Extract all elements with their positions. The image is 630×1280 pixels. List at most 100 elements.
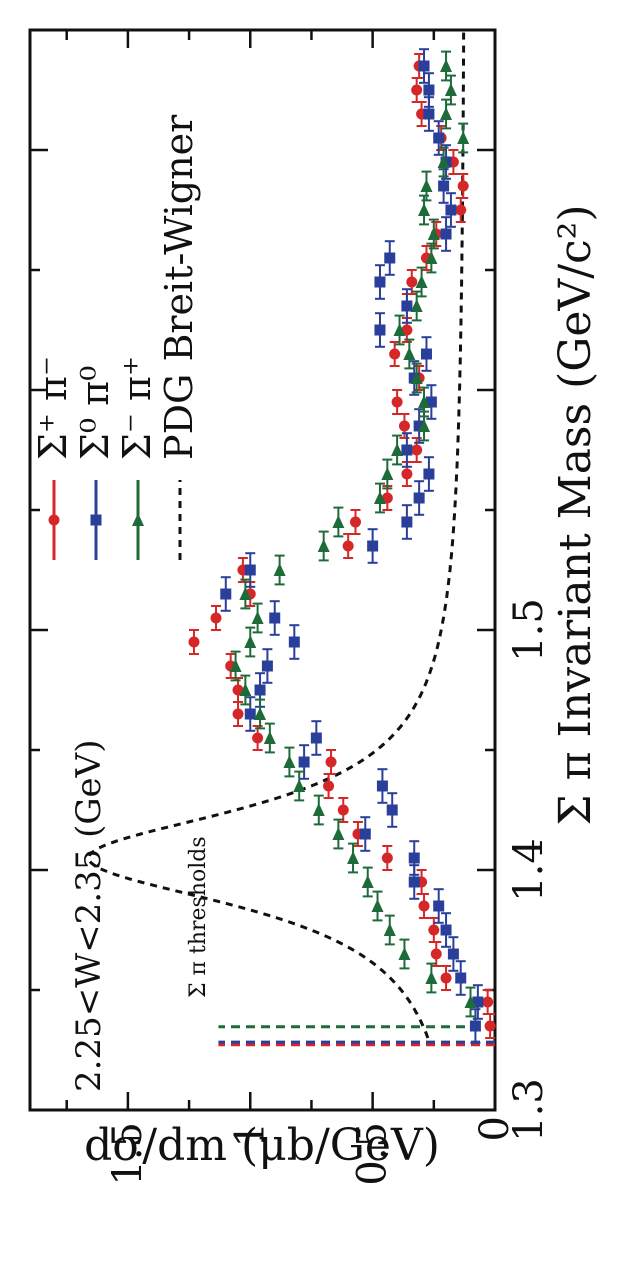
data-point: [229, 659, 242, 672]
data-point: [410, 299, 423, 312]
data-point: [310, 732, 322, 744]
data-point: [437, 155, 450, 168]
data-point: [418, 395, 431, 408]
data-point: [418, 203, 431, 216]
data-point: [244, 564, 256, 576]
data-point: [383, 923, 396, 936]
data-point: [188, 636, 200, 648]
data-point: [48, 514, 60, 526]
legend-entry: Σ⁻ π⁺: [115, 356, 159, 460]
data-point: [254, 684, 266, 696]
data-point: [367, 540, 379, 552]
data-point: [391, 443, 404, 456]
data-point: [288, 636, 300, 648]
data-point: [391, 396, 403, 408]
data-point: [433, 132, 445, 144]
data-point: [337, 804, 349, 816]
plot-frame: [28, 28, 497, 1112]
data-point: [90, 514, 102, 526]
data-point: [261, 660, 273, 672]
data-point: [232, 708, 244, 720]
data-point: [408, 876, 420, 888]
data-point: [425, 396, 437, 408]
data-point: [423, 84, 435, 96]
data-point: [457, 131, 470, 144]
data-point: [403, 347, 416, 360]
thresholds-annotation: Σ π thresholds: [186, 836, 211, 998]
data-point: [384, 252, 396, 264]
data-point: [415, 275, 428, 288]
x-tick-label: 1.5: [506, 598, 552, 662]
data-point: [252, 732, 264, 744]
data-point: [418, 900, 430, 912]
data-point: [445, 204, 457, 216]
data-point: [376, 780, 388, 792]
data-point: [484, 1020, 496, 1032]
breit-wigner-layer: [87, 30, 466, 1039]
y-tick-label: 1.5: [105, 1122, 151, 1186]
data-point: [401, 516, 413, 528]
data-point: [420, 179, 433, 192]
data-point: [455, 204, 467, 216]
legend-entry: Σ⁰ π⁰: [73, 366, 117, 460]
w-range-annotation: 2.25<W<2.35 (GeV): [69, 739, 109, 1092]
y-axis-ticks: [65, 30, 497, 1110]
data-point: [381, 852, 393, 864]
data-point: [371, 899, 384, 912]
data-point: [440, 228, 452, 240]
data-point: [298, 756, 310, 768]
data-point: [438, 180, 450, 192]
rotated-plot-group: 1.3 1.4 1.5 0 0.5 1 1.5 Σ π Invariant Mass (G…: [28, 28, 601, 1186]
data-point: [361, 875, 374, 888]
data-point: [425, 971, 438, 984]
data-points-layer: [188, 48, 496, 1044]
legend-entry: PDG Breit-Wigner: [157, 114, 201, 460]
data-point: [418, 60, 430, 72]
x-axis-title: Σ π Invariant Mass (GeV/c²): [550, 205, 601, 826]
data-point: [359, 828, 371, 840]
data-point: [293, 779, 306, 792]
data-point: [427, 227, 440, 240]
data-point: [420, 348, 432, 360]
data-point: [401, 300, 413, 312]
data-point: [469, 1020, 481, 1032]
data-point: [406, 276, 418, 288]
data-point: [411, 84, 423, 96]
data-point: [342, 540, 354, 552]
data-point: [251, 611, 264, 624]
data-point: [482, 996, 494, 1008]
data-point: [273, 563, 286, 576]
data-point: [312, 803, 325, 816]
data-point: [386, 804, 398, 816]
data-point: [373, 491, 386, 504]
data-point: [423, 468, 435, 480]
data-point: [401, 444, 413, 456]
data-point: [210, 612, 222, 624]
x-tick-label: 1.3: [506, 1078, 552, 1142]
y-axis-tick-labels: 0 0.5 1 1.5: [105, 1116, 518, 1186]
data-point: [440, 924, 452, 936]
data-point: [413, 492, 425, 504]
data-point: [347, 851, 360, 864]
legend-entry: Σ⁺ π⁻: [31, 356, 75, 460]
data-point: [393, 323, 406, 336]
data-point: [263, 731, 276, 744]
data-point: [472, 996, 484, 1008]
data-point: [401, 324, 413, 336]
data-point: [410, 371, 423, 384]
data-point: [325, 756, 337, 768]
data-point: [440, 59, 453, 72]
legend: Σ⁺ π⁻Σ⁰ π⁰Σ⁻ π⁺PDG Breit-Wigner: [31, 114, 201, 560]
y-tick-label: 0: [472, 1116, 518, 1141]
data-point: [440, 107, 453, 120]
data-point: [444, 83, 457, 96]
data-point: [374, 324, 386, 336]
data-point: [447, 948, 459, 960]
data-point: [132, 513, 144, 526]
x-axis-ticks: [30, 28, 495, 1112]
data-point: [389, 348, 401, 360]
y-tick-label: 1: [227, 1122, 273, 1147]
data-point: [430, 948, 442, 960]
data-point: [428, 924, 440, 936]
